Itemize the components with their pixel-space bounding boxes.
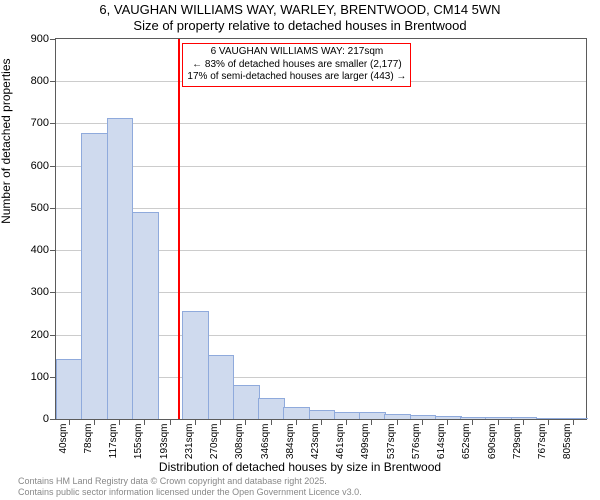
y-tick [50, 292, 56, 293]
annotation-box: 6 VAUGHAN WILLIAMS WAY: 217sqm← 83% of d… [182, 43, 411, 87]
y-tick-label: 300 [21, 286, 49, 298]
x-tick-label: 308sqm [234, 424, 245, 460]
histogram-bar [56, 359, 83, 419]
chart-container: 6, VAUGHAN WILLIAMS WAY, WARLEY, BRENTWO… [0, 0, 600, 500]
histogram-bar [132, 212, 159, 419]
x-tick [548, 419, 549, 425]
histogram-bar [107, 118, 134, 419]
y-tick-label: 500 [21, 202, 49, 214]
y-tick-label: 700 [21, 117, 49, 129]
y-tick [50, 166, 56, 167]
plot-area: 010020030040050060070080090040sqm78sqm11… [55, 38, 587, 420]
y-tick [50, 81, 56, 82]
y-tick-label: 900 [21, 33, 49, 45]
x-tick [472, 419, 473, 425]
grid-line [56, 123, 586, 124]
x-tick-label: 614sqm [436, 424, 447, 460]
y-tick-label: 0 [21, 413, 49, 425]
x-tick-label: 805sqm [562, 424, 573, 460]
y-tick [50, 419, 56, 420]
x-tick [422, 419, 423, 425]
x-tick [523, 419, 524, 425]
histogram-bar [334, 412, 361, 419]
y-tick [50, 123, 56, 124]
x-tick-label: 729sqm [512, 424, 523, 460]
x-tick [144, 419, 145, 425]
y-tick [50, 250, 56, 251]
grid-line [56, 208, 586, 209]
x-tick-label: 78sqm [83, 424, 94, 454]
y-axis-title: Number of detached properties [0, 58, 13, 223]
histogram-bar [410, 415, 437, 419]
histogram-bar [182, 311, 209, 419]
x-tick [346, 419, 347, 425]
y-tick-label: 200 [21, 329, 49, 341]
annotation-line: ← 83% of detached houses are smaller (2,… [187, 59, 406, 72]
x-tick-label: 231sqm [184, 424, 195, 460]
x-tick [371, 419, 372, 425]
chart-title: 6, VAUGHAN WILLIAMS WAY, WARLEY, BRENTWO… [0, 2, 600, 17]
x-tick-label: 117sqm [108, 424, 119, 459]
x-tick [447, 419, 448, 425]
grid-line [56, 166, 586, 167]
histogram-bar [81, 133, 108, 419]
footer-line1: Contains HM Land Registry data © Crown c… [18, 476, 362, 487]
x-tick [573, 419, 574, 425]
chart-subtitle: Size of property relative to detached ho… [0, 18, 600, 33]
x-tick [119, 419, 120, 425]
annotation-line: 6 VAUGHAN WILLIAMS WAY: 217sqm [187, 46, 406, 59]
x-tick-label: 193sqm [159, 424, 170, 460]
footer-line2: Contains public sector information licen… [18, 487, 362, 498]
x-tick-label: 690sqm [487, 424, 498, 460]
x-tick-label: 40sqm [58, 424, 69, 454]
x-tick-label: 499sqm [360, 424, 371, 460]
annotation-line: 17% of semi-detached houses are larger (… [187, 71, 406, 84]
histogram-bar [309, 410, 336, 419]
y-tick [50, 39, 56, 40]
x-tick-label: 767sqm [537, 424, 548, 460]
histogram-bar [233, 385, 260, 419]
marker-line [178, 39, 180, 419]
histogram-bar [208, 355, 235, 419]
x-tick [245, 419, 246, 425]
histogram-bar [511, 417, 538, 419]
x-tick-label: 270sqm [209, 424, 220, 460]
x-tick-label: 384sqm [285, 424, 296, 460]
x-tick [220, 419, 221, 425]
x-tick-label: 155sqm [133, 424, 144, 460]
histogram-bar [283, 407, 310, 419]
histogram-bar [258, 398, 285, 419]
x-axis-title: Distribution of detached houses by size … [0, 460, 600, 474]
x-tick-label: 652sqm [461, 424, 472, 460]
y-tick [50, 335, 56, 336]
y-tick-label: 400 [21, 244, 49, 256]
x-tick-label: 576sqm [411, 424, 422, 460]
y-tick-label: 100 [21, 371, 49, 383]
x-tick-label: 346sqm [260, 424, 271, 460]
y-tick-label: 800 [21, 75, 49, 87]
y-tick [50, 208, 56, 209]
histogram-bar [359, 412, 386, 419]
y-tick-label: 600 [21, 160, 49, 172]
x-tick-label: 461sqm [335, 424, 346, 460]
histogram-bar [485, 417, 512, 419]
histogram-bar [384, 414, 411, 419]
y-tick [50, 377, 56, 378]
x-tick [321, 419, 322, 425]
x-tick-label: 423sqm [310, 424, 321, 460]
x-tick-label: 537sqm [386, 424, 397, 460]
footer-text: Contains HM Land Registry data © Crown c… [18, 476, 362, 498]
